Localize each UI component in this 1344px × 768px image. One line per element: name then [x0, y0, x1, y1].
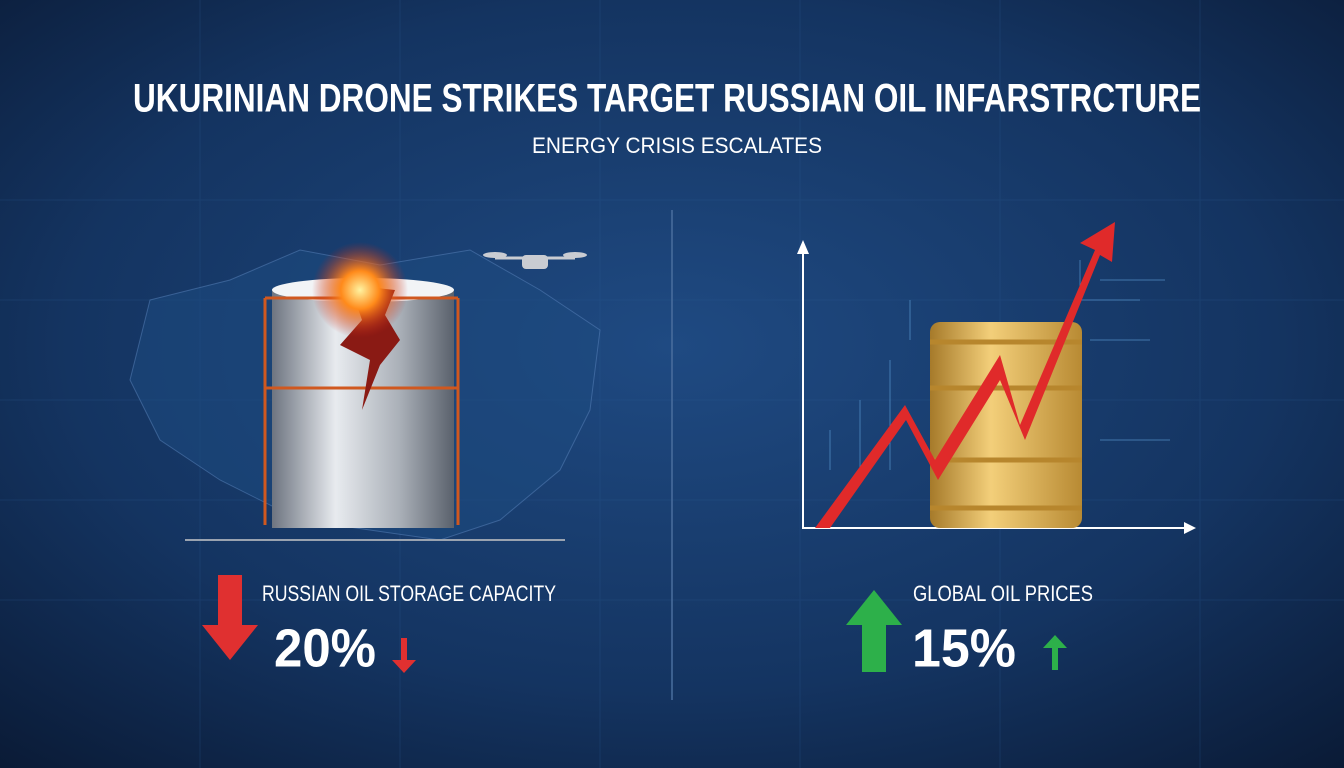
panel-label: GLOBAL OIL PRICES	[913, 581, 1093, 606]
panel-value: 15%	[912, 618, 1016, 678]
drone	[483, 252, 587, 269]
title: UKURINIAN DRONE STRIKES TARGET RUSSIAN O…	[133, 77, 1201, 121]
up-arrow	[846, 590, 902, 672]
panel-value: 20%	[274, 618, 376, 678]
small-up-arrow	[1043, 635, 1067, 670]
rising-arrow	[815, 222, 1115, 528]
panel-label: RUSSIAN OIL STORAGE CAPACITY	[262, 581, 556, 606]
subtitle: ENERGY CRISIS ESCALATES	[532, 133, 822, 158]
scaffold	[263, 296, 460, 525]
explosion	[312, 242, 408, 338]
small-down-arrow	[392, 638, 416, 673]
down-arrow	[202, 575, 258, 660]
